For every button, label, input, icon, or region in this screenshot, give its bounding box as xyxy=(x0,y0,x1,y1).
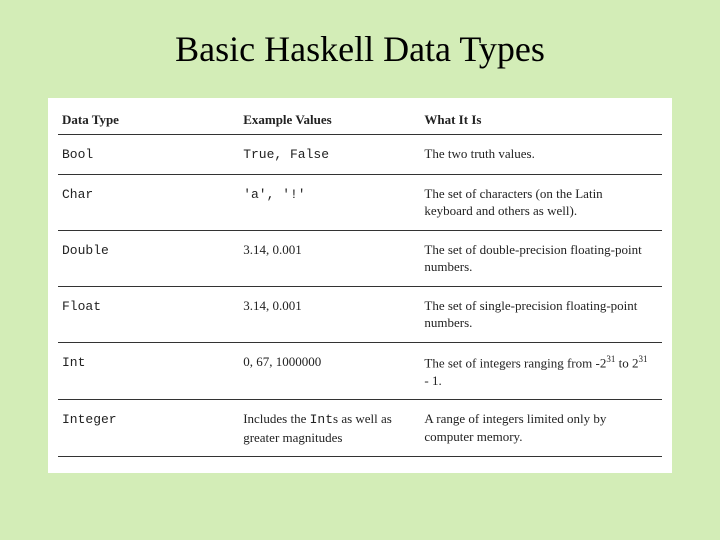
table-container: Data Type Example Values What It Is Bool… xyxy=(48,98,672,473)
table-row: Float 3.14, 0.001 The set of single-precis… xyxy=(58,286,662,342)
header-example-values: Example Values xyxy=(239,106,420,135)
type-name: Char xyxy=(62,187,93,202)
cell-data-type: Double xyxy=(58,230,239,286)
page-title: Basic Haskell Data Types xyxy=(48,28,672,70)
header-data-type: Data Type xyxy=(58,106,239,135)
example-value: True, False xyxy=(243,147,329,162)
cell-description: The set of characters (on the Latin keyb… xyxy=(420,174,662,230)
cell-description: The set of single-precision floating-poi… xyxy=(420,286,662,342)
table-row: Bool True, False The two truth values. xyxy=(58,135,662,175)
example-value: 3.14, 0.001 xyxy=(243,242,302,257)
table-row: Integer Includes the Ints as well as grea… xyxy=(58,400,662,457)
cell-data-type: Int xyxy=(58,342,239,399)
cell-data-type: Char xyxy=(58,174,239,230)
table-row: Char 'a', '!' The set of characters (on th… xyxy=(58,174,662,230)
cell-description: A range of integers limited only by comp… xyxy=(420,400,662,457)
cell-data-type: Float xyxy=(58,286,239,342)
cell-description: The two truth values. xyxy=(420,135,662,175)
cell-data-type: Bool xyxy=(58,135,239,175)
cell-example: 3.14, 0.001 xyxy=(239,286,420,342)
cell-data-type: Integer xyxy=(58,400,239,457)
data-types-table: Data Type Example Values What It Is Bool… xyxy=(58,106,662,457)
example-value: 3.14, 0.001 xyxy=(243,298,302,313)
slide-container: Basic Haskell Data Types Data Type Examp… xyxy=(0,0,720,540)
cell-description: The set of double-precision floating-poi… xyxy=(420,230,662,286)
type-name: Integer xyxy=(62,412,117,427)
type-name: Int xyxy=(62,355,85,370)
example-value: 'a', '!' xyxy=(243,187,305,202)
cell-example: True, False xyxy=(239,135,420,175)
type-name: Float xyxy=(62,299,101,314)
example-value: 0, 67, 1000000 xyxy=(243,354,321,369)
table-row: Double 3.14, 0.001 The set of double-preci… xyxy=(58,230,662,286)
header-what-it-is: What It Is xyxy=(420,106,662,135)
table-header-row: Data Type Example Values What It Is xyxy=(58,106,662,135)
cell-example: 0, 67, 1000000 xyxy=(239,342,420,399)
cell-example: 'a', '!' xyxy=(239,174,420,230)
cell-example: 3.14, 0.001 xyxy=(239,230,420,286)
type-name: Bool xyxy=(62,147,93,162)
table-row: Int 0, 67, 1000000 The set of integers ran… xyxy=(58,342,662,399)
type-name: Double xyxy=(62,243,109,258)
cell-example: Includes the Ints as well as greater mag… xyxy=(239,400,420,457)
cell-description: The set of integers ranging from -231 to… xyxy=(420,342,662,399)
